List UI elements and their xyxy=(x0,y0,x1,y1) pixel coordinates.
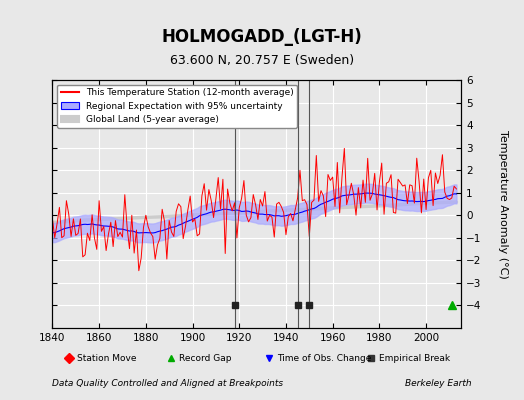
Text: HOLMOGADD_(LGT-H): HOLMOGADD_(LGT-H) xyxy=(161,28,363,46)
Text: Station Move: Station Move xyxy=(77,354,136,363)
Text: Record Gap: Record Gap xyxy=(179,354,232,363)
Text: Time of Obs. Change: Time of Obs. Change xyxy=(277,354,372,363)
Text: Empirical Break: Empirical Break xyxy=(379,354,451,363)
Y-axis label: Temperature Anomaly (°C): Temperature Anomaly (°C) xyxy=(498,130,508,278)
Legend: This Temperature Station (12-month average), Regional Expectation with 95% uncer: This Temperature Station (12-month avera… xyxy=(57,84,297,128)
Text: Data Quality Controlled and Aligned at Breakpoints: Data Quality Controlled and Aligned at B… xyxy=(52,379,283,388)
Text: Berkeley Earth: Berkeley Earth xyxy=(405,379,472,388)
Text: 63.600 N, 20.757 E (Sweden): 63.600 N, 20.757 E (Sweden) xyxy=(170,54,354,67)
